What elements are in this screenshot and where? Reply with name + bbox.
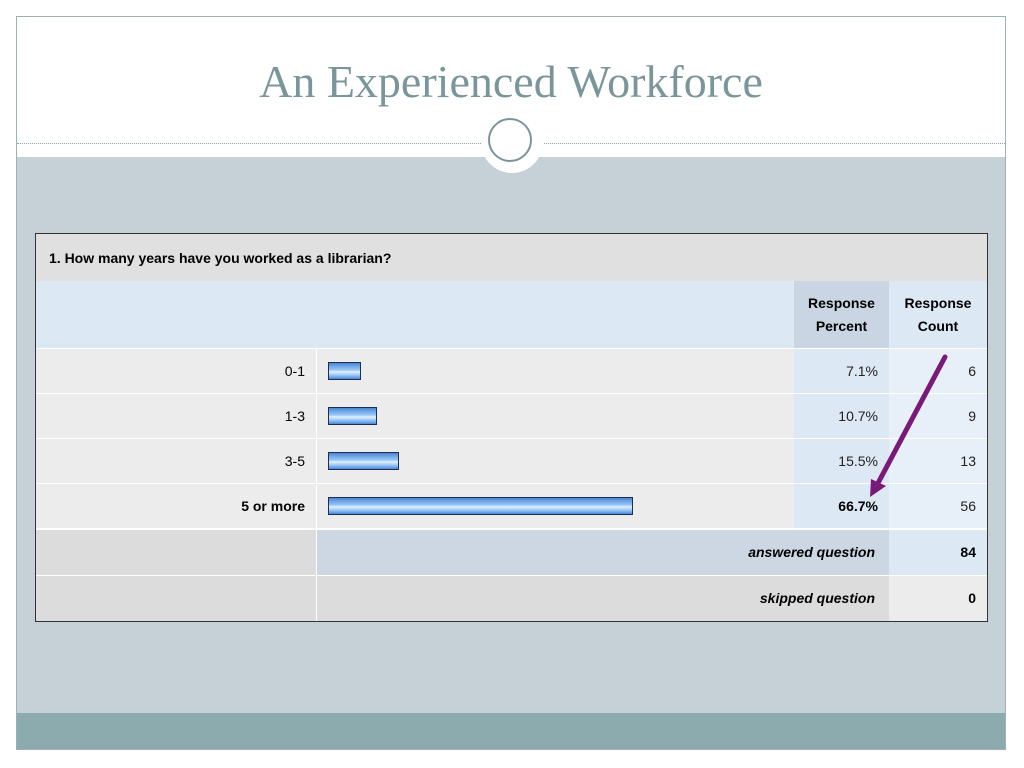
response-count-header-line1: Response bbox=[904, 294, 972, 311]
skipped-label-cell: skipped question bbox=[317, 576, 889, 621]
bar-cell bbox=[317, 394, 794, 438]
answer-label-cell: 5 or more bbox=[36, 484, 317, 528]
answer-label-cell: 1-3 bbox=[36, 394, 317, 438]
response-count: 13 bbox=[960, 453, 976, 469]
bar-5-or-more bbox=[328, 497, 633, 515]
footer-band bbox=[17, 713, 1005, 749]
answered-question-label: answered question bbox=[748, 544, 875, 560]
count-cell: 9 bbox=[889, 394, 987, 438]
skipped-value-cell: 0 bbox=[889, 576, 987, 621]
response-count: 6 bbox=[968, 363, 976, 379]
question-row: 1. How many years have you worked as a l… bbox=[36, 234, 987, 281]
skipped-question-label: skipped question bbox=[759, 590, 875, 606]
summary-blank-cell bbox=[36, 576, 317, 621]
bar-3-5 bbox=[328, 452, 399, 470]
answered-label-cell: answered question bbox=[317, 530, 889, 575]
response-percent: 7.1% bbox=[846, 363, 878, 379]
bar-cell bbox=[317, 439, 794, 483]
answer-row-0: 0-1 7.1% 6 bbox=[36, 348, 987, 393]
response-count-header: Response Count bbox=[889, 281, 987, 348]
question-text: 1. How many years have you worked as a l… bbox=[49, 250, 392, 266]
slide: An Experienced Workforce 1. How many yea… bbox=[16, 16, 1006, 750]
summary-blank-cell bbox=[36, 530, 317, 575]
response-count-header-line2: Count bbox=[917, 317, 959, 334]
bar-1-3 bbox=[328, 407, 377, 425]
bar-cell bbox=[317, 484, 794, 528]
bar-0-1 bbox=[328, 362, 361, 380]
answer-row-3: 5 or more 66.7% 56 bbox=[36, 483, 987, 528]
percent-cell: 66.7% bbox=[794, 484, 889, 528]
response-percent: 15.5% bbox=[838, 453, 878, 469]
response-percent: 10.7% bbox=[838, 408, 878, 424]
answer-row-1: 1-3 10.7% 9 bbox=[36, 393, 987, 438]
slide-title: An Experienced Workforce bbox=[259, 56, 763, 107]
answer-label: 3-5 bbox=[284, 453, 305, 469]
answer-label: 1-3 bbox=[284, 408, 305, 424]
answer-label-cell: 0-1 bbox=[36, 349, 317, 393]
answer-label: 5 or more bbox=[241, 498, 305, 514]
percent-cell: 10.7% bbox=[794, 394, 889, 438]
response-percent-header: Response Percent bbox=[794, 281, 889, 348]
response-percent-header-line1: Response bbox=[808, 294, 875, 311]
response-count: 9 bbox=[968, 408, 976, 424]
count-cell: 56 bbox=[889, 484, 987, 528]
answered-question-value: 84 bbox=[960, 544, 976, 560]
count-cell: 13 bbox=[889, 439, 987, 483]
count-cell: 6 bbox=[889, 349, 987, 393]
answered-question-row: answered question 84 bbox=[36, 529, 987, 575]
circle-ornament-ring bbox=[488, 118, 532, 162]
answer-label-cell: 3-5 bbox=[36, 439, 317, 483]
answer-label: 0-1 bbox=[284, 363, 305, 379]
header-row: Response Percent Response Count bbox=[36, 281, 987, 348]
percent-cell: 15.5% bbox=[794, 439, 889, 483]
skipped-question-row: skipped question 0 bbox=[36, 575, 987, 621]
percent-cell: 7.1% bbox=[794, 349, 889, 393]
answer-row-2: 3-5 15.5% 13 bbox=[36, 438, 987, 483]
response-count: 56 bbox=[960, 498, 976, 514]
survey-results-table: 1. How many years have you worked as a l… bbox=[35, 233, 988, 622]
answered-value-cell: 84 bbox=[889, 530, 987, 575]
bar-cell bbox=[317, 349, 794, 393]
skipped-question-value: 0 bbox=[968, 590, 976, 606]
response-percent-header-line2: Percent bbox=[815, 317, 868, 334]
response-percent: 66.7% bbox=[838, 498, 878, 514]
